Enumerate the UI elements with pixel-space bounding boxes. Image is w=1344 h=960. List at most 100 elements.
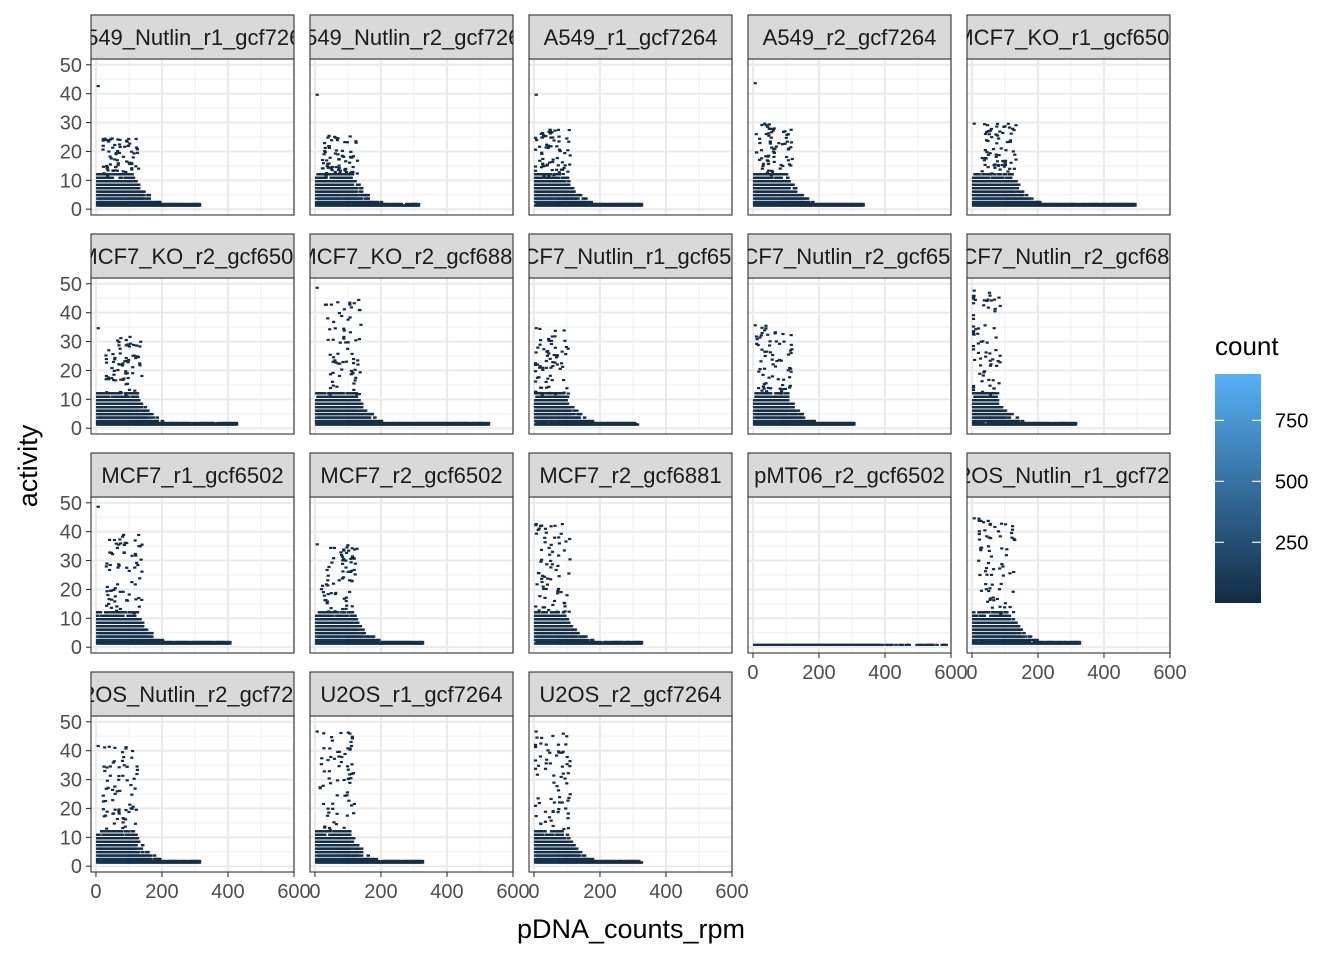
heatmap-bin	[156, 202, 161, 206]
heatmap-bins	[95, 85, 202, 207]
heatmap-bin	[556, 164, 560, 167]
heatmap-bin	[482, 421, 487, 425]
heatmap-bin	[340, 368, 344, 371]
heatmap-bin	[343, 169, 347, 172]
heatmap-bin	[995, 125, 999, 128]
heatmap-bin	[551, 158, 555, 161]
heatmap-bin	[338, 171, 342, 175]
heatmap-bin	[564, 345, 568, 349]
heatmap-bin	[552, 139, 556, 142]
heatmap-bin	[1030, 197, 1034, 200]
heatmap-bin	[576, 197, 580, 200]
heatmap-bin	[977, 202, 981, 206]
heatmap-bin	[785, 133, 789, 136]
facet-strip	[966, 14, 1171, 60]
heatmap-bin	[807, 200, 811, 204]
heatmap-bin	[550, 131, 554, 134]
heatmap-bin	[104, 357, 108, 361]
heatmap-bin	[549, 136, 553, 139]
heatmap-bin	[121, 155, 126, 158]
heatmap-bin	[578, 412, 583, 416]
heatmap-bin	[547, 352, 551, 355]
heatmap-bin	[547, 130, 551, 134]
heatmap-bin	[151, 416, 156, 419]
heatmap-bin	[791, 183, 795, 186]
heatmap-bin	[323, 151, 327, 154]
heatmap-bin	[1074, 202, 1079, 206]
heatmap-bin	[558, 367, 562, 370]
heatmap-bin	[142, 193, 146, 197]
heatmap-bin	[1002, 160, 1006, 163]
heatmap-bin	[113, 158, 117, 161]
heatmap-bin	[148, 416, 153, 419]
facet-strip-label: MCF7_Nutlin_r1_gcf6502	[505, 244, 756, 269]
heatmap-bin	[115, 395, 120, 398]
heatmap-bin	[359, 323, 363, 326]
heatmap-bin	[331, 371, 335, 375]
heatmap-bin	[544, 386, 549, 389]
heatmap-bin	[565, 190, 570, 193]
heatmap-bin	[1015, 186, 1020, 190]
heatmap-bin	[346, 341, 350, 344]
heatmap-bin	[776, 378, 780, 381]
heatmap-bin	[333, 327, 337, 330]
heatmap-bin	[111, 169, 115, 173]
heatmap-bin	[555, 363, 559, 366]
heatmap-bin	[114, 165, 118, 169]
heatmap-bin	[554, 356, 559, 359]
heatmap-bin	[1014, 180, 1018, 183]
heatmap-bin	[1060, 202, 1065, 206]
heatmap-bin	[995, 122, 1000, 125]
heatmap-bin	[1011, 180, 1016, 183]
heatmap-bin	[332, 395, 336, 398]
heatmap-bin	[358, 193, 363, 197]
heatmap-bin	[994, 153, 998, 156]
heatmap-bin	[553, 393, 558, 396]
heatmap-bin	[763, 122, 767, 125]
heatmap-bin	[558, 150, 562, 153]
heatmap-bin	[533, 363, 538, 367]
heatmap-bin	[795, 412, 799, 416]
heatmap-bin	[564, 183, 568, 186]
heatmap-bin	[996, 134, 1000, 137]
heatmap-bin	[387, 202, 392, 206]
heatmap-bin	[536, 346, 540, 349]
heatmap-bin	[779, 392, 783, 395]
heatmap-bin	[127, 176, 132, 179]
heatmap-bin	[197, 204, 202, 207]
heatmap-bin	[547, 174, 551, 177]
heatmap-bin	[107, 349, 111, 352]
heatmap-bin	[373, 416, 377, 419]
heatmap-bin	[333, 170, 337, 174]
heatmap-bin	[98, 176, 103, 179]
heatmap-bin	[568, 405, 572, 409]
heatmap-bin	[130, 167, 134, 170]
heatmap-bin	[553, 129, 557, 132]
heatmap-bin	[318, 176, 323, 179]
heatmap-bin	[391, 421, 396, 425]
heatmap-bins	[533, 327, 640, 426]
heatmap-bin	[349, 306, 353, 309]
heatmap-bin	[565, 402, 570, 405]
heatmap-bin	[552, 174, 556, 177]
heatmap-bin	[118, 352, 122, 355]
heatmap-bin	[351, 361, 356, 365]
heatmap-bin	[540, 393, 544, 396]
heatmap-bin	[580, 419, 584, 423]
heatmap-bin	[780, 143, 785, 146]
heatmap-bin	[351, 155, 356, 158]
heatmap-bin	[972, 122, 976, 125]
heatmap-bin	[764, 324, 768, 327]
heatmap-bin	[371, 200, 376, 204]
heatmap-bin	[320, 158, 325, 162]
heatmap-bin	[410, 421, 414, 425]
heatmap-bin	[349, 176, 353, 179]
heatmap-bin	[112, 369, 116, 372]
heatmap-bin	[765, 171, 770, 174]
heatmap-bin	[327, 145, 331, 148]
heatmap-bin	[325, 202, 330, 206]
heatmap-bin	[779, 176, 783, 179]
heatmap-bin	[140, 374, 144, 378]
heatmap-bin	[331, 338, 335, 341]
heatmap-bin	[758, 137, 762, 140]
